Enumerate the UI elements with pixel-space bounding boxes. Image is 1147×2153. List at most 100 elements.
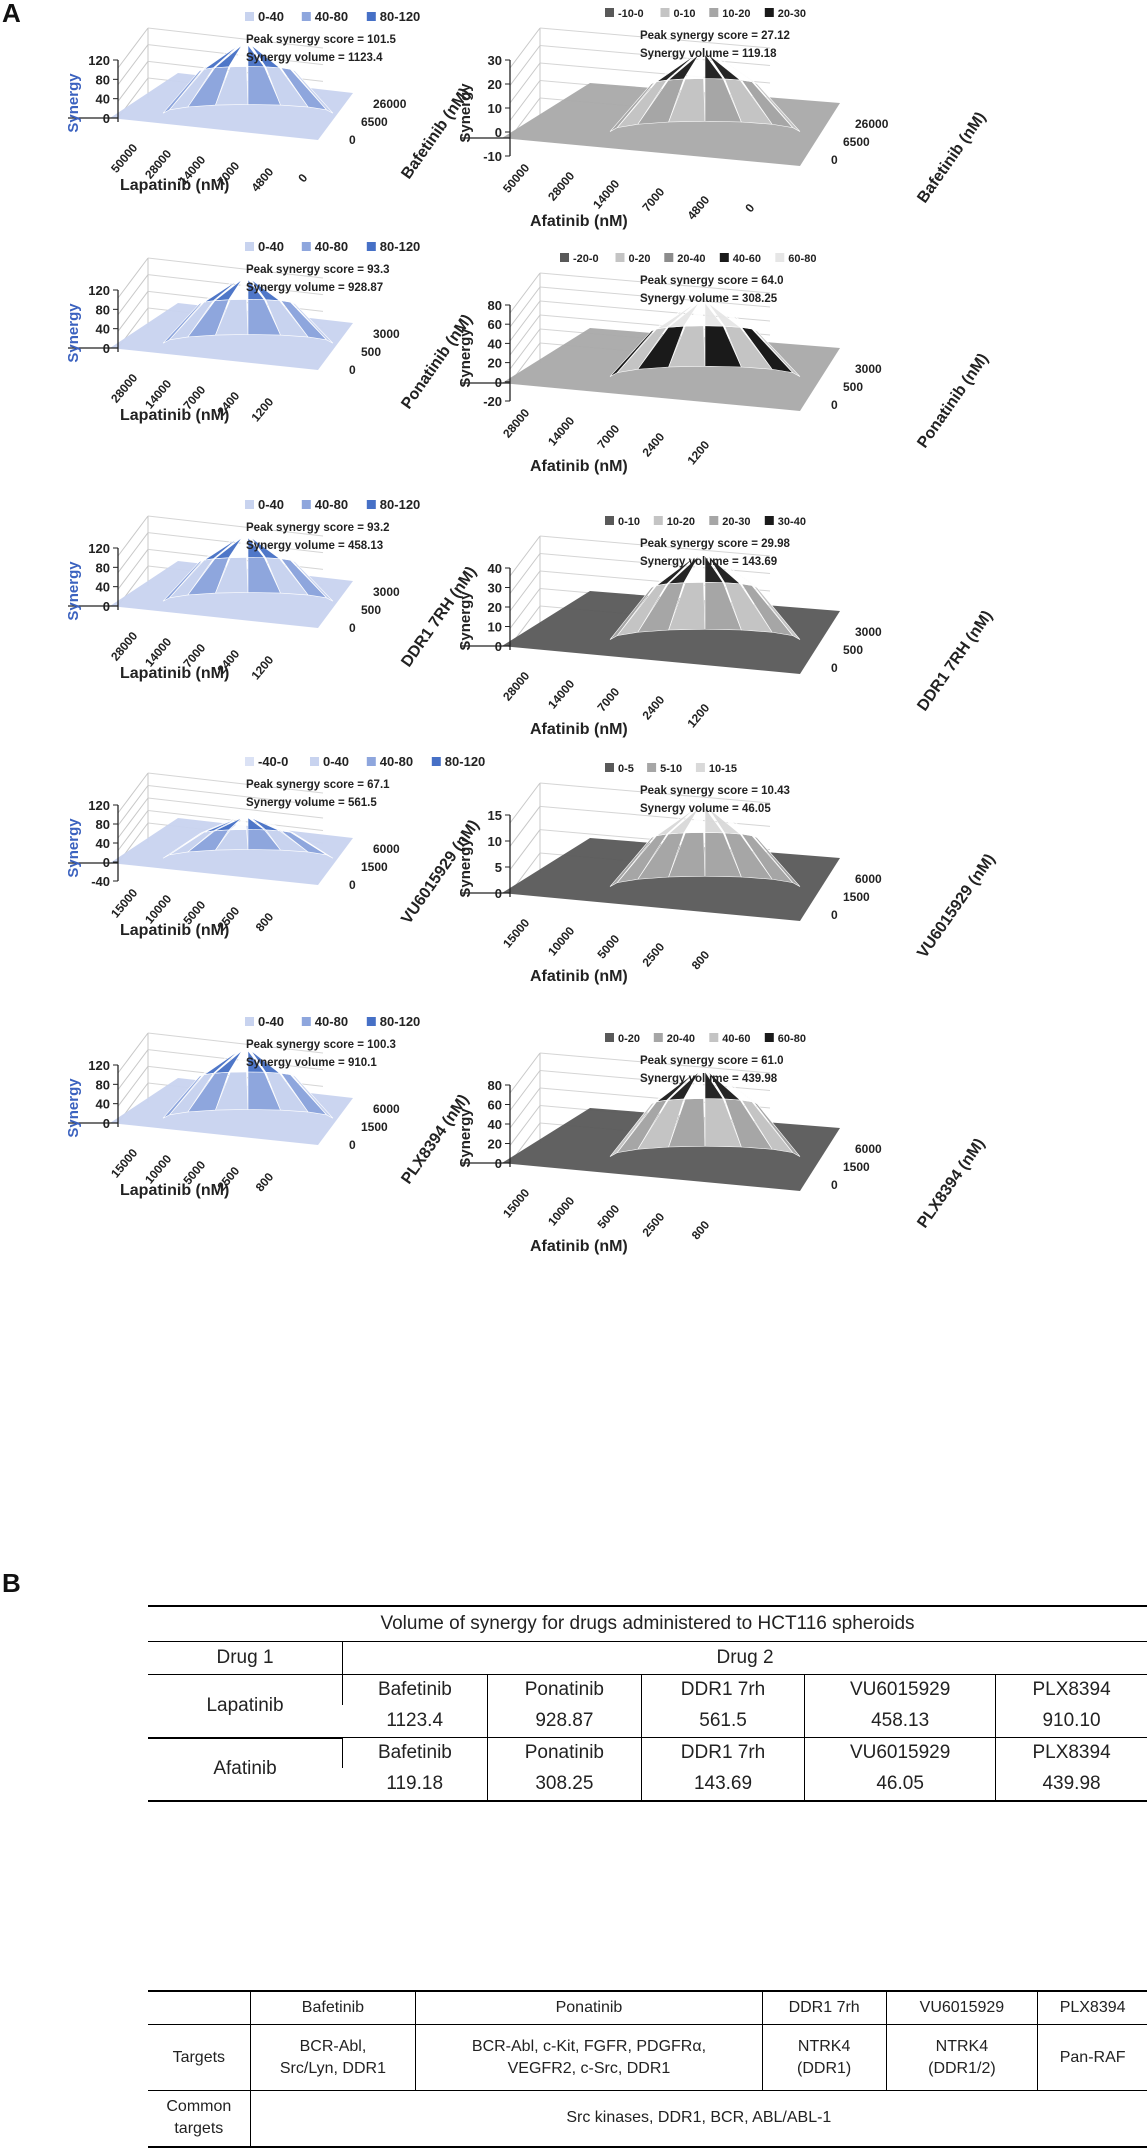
y-axis-label: Synergy [457, 1108, 474, 1168]
header-drug2: Drug 2 [342, 1641, 1147, 1675]
legend-label: 40-60 [733, 253, 761, 265]
x-tick-label: 2500 [639, 940, 667, 970]
table-cell: 119.18 [342, 1768, 488, 1802]
grid-line [509, 27, 541, 69]
y-tick-label: 20 [488, 77, 502, 92]
grid-line [509, 553, 541, 594]
y-tick-label: 80 [488, 298, 502, 313]
grid-line [509, 1087, 541, 1129]
peak-score-label: Peak synergy score = 93.3 [246, 264, 390, 276]
targets-bafetinib: BCR-Abl, Src/Lyn, DDR1 [249, 2024, 416, 2091]
y-tick-label: 60 [488, 1098, 502, 1113]
z-tick-label: 3000 [373, 327, 400, 341]
grid-line [509, 535, 541, 577]
x-axis-label: Lapatinib (nM) [120, 1182, 229, 1199]
synergy-volume-label: Synergy volume = 458.13 [246, 540, 383, 552]
legend-swatch [605, 8, 614, 17]
y-tick-label: 10 [488, 620, 502, 635]
peak-score-label: Peak synergy score = 10.43 [640, 785, 790, 797]
legend-label: 10-20 [722, 8, 750, 20]
y-tick-label: -20 [483, 394, 502, 409]
grid-line [147, 27, 324, 49]
legend-swatch [245, 500, 254, 509]
table-cell: 143.69 [640, 1768, 805, 1802]
z-axis-label: PLX8394 (nM) [914, 1136, 988, 1232]
surface-facet [656, 302, 697, 330]
legend-label: 40-80 [315, 239, 348, 254]
grid-line [117, 772, 149, 814]
legend-swatch [605, 763, 614, 772]
grid-line [509, 45, 541, 86]
legend-label: 0-10 [674, 8, 696, 20]
surface-facet [199, 279, 237, 305]
legend-swatch [310, 757, 319, 766]
surface-facet [247, 536, 265, 559]
grid-line [539, 535, 771, 557]
z-tick-label: 6000 [373, 1102, 400, 1116]
surface-facet [253, 44, 291, 70]
row-drug1-afatinib: Afatinib [148, 1737, 343, 1802]
legend-swatch [301, 1017, 311, 1026]
grid-line [117, 515, 149, 557]
legend-swatch [775, 253, 785, 262]
legend-swatch [366, 12, 376, 21]
x-tick-label: 5000 [594, 932, 622, 962]
surface-facet [204, 817, 240, 833]
synergy-volume-label: Synergy volume = 928.87 [246, 282, 383, 294]
surface-facet [250, 817, 280, 832]
grid-line [117, 44, 149, 85]
surface-facet [710, 1071, 753, 1103]
y-tick-label: 120 [88, 1058, 110, 1073]
legend-label: -10-0 [618, 8, 644, 20]
table-cell: 910.10 [995, 1705, 1147, 1738]
legend-label: 20-40 [667, 1033, 695, 1045]
surface-facet [204, 537, 240, 561]
y-tick-label: 60 [488, 317, 502, 332]
z-tick-label: 0 [831, 398, 838, 412]
x-tick-label: 4800 [248, 165, 276, 195]
surface-facet [651, 1071, 694, 1104]
legend-label: 40-60 [722, 1033, 750, 1045]
y-axis-label: Synergy [457, 591, 474, 651]
y-tick-label: 80 [96, 817, 110, 832]
grid-line [117, 274, 149, 315]
legend-label: 60-80 [778, 1033, 806, 1045]
synergy-volume-label: Synergy volume = 308.25 [640, 293, 778, 305]
surface-facet [707, 1071, 741, 1101]
legend-label: 80-120 [445, 754, 485, 769]
legend-label: 10-15 [709, 763, 737, 775]
legend-swatch [764, 516, 774, 525]
surface-facet [250, 44, 281, 69]
grid-line [117, 532, 149, 573]
x-tick-label: 15000 [500, 1186, 532, 1221]
surface-facet [199, 817, 237, 835]
surface-facet [256, 817, 296, 835]
legend-swatch [301, 500, 311, 509]
legend-label: 20-30 [778, 8, 806, 20]
y-axis-label: Synergy [457, 83, 474, 143]
table-cell: Ponatinib [486, 1674, 642, 1705]
legend-swatch [431, 757, 441, 766]
surface-facet [214, 44, 243, 69]
surface-facet [199, 44, 237, 72]
y-tick-label: 30 [488, 53, 502, 68]
surface-facet [704, 301, 724, 327]
legend-swatch [245, 757, 254, 766]
legend-swatch [653, 1033, 663, 1042]
x-tick-label: 2400 [639, 430, 667, 460]
synergy-volume-label: Synergy volume = 46.05 [640, 803, 771, 815]
surface-facet [229, 817, 247, 831]
row-label-common-targets: Common targets [148, 2090, 251, 2148]
x-tick-label: 14000 [545, 414, 577, 449]
legend-swatch [245, 1017, 254, 1026]
peak-score-label: Peak synergy score = 61.0 [640, 1055, 784, 1067]
surface-facet [253, 537, 291, 561]
surface-facet [656, 555, 697, 586]
table-cell: 561.5 [640, 1705, 805, 1738]
targets-ponatinib: BCR-Abl, c-Kit, FGFR, PDGFRα, VEGFR2, c-S… [415, 2024, 763, 2091]
x-tick-label: 28000 [108, 371, 140, 406]
legend-swatch [615, 253, 625, 262]
grid-line [509, 300, 541, 342]
y-axis-label: Synergy [65, 73, 82, 133]
y-tick-label: 0 [103, 599, 110, 614]
